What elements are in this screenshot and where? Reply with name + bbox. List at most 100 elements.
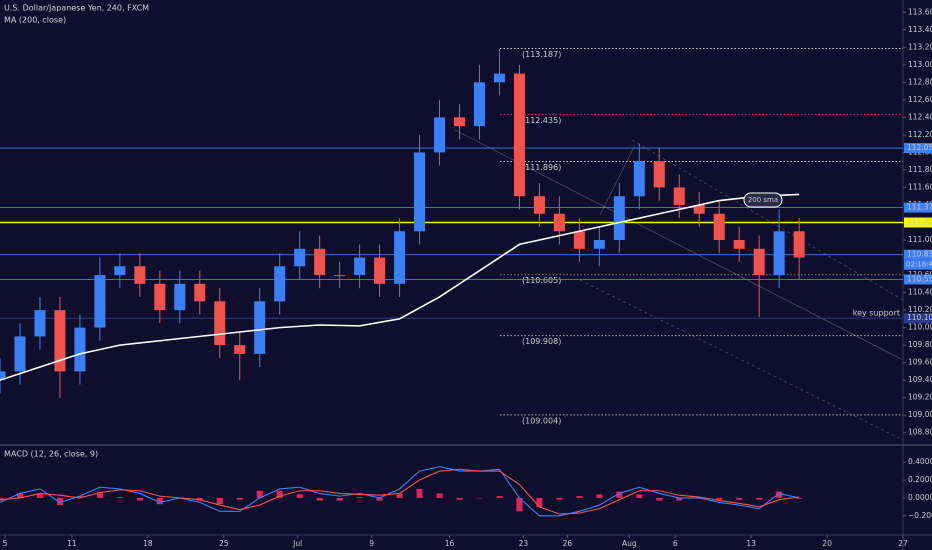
candle-body [254,301,266,354]
fib-label: (109.004) [522,416,561,425]
fib-label: (113.187) [522,50,561,59]
candle-body [94,275,106,328]
macd-histogram-bar [776,491,783,498]
macd-histogram-bar [596,494,603,498]
macd-histogram-bar [396,493,403,498]
candle-body [593,240,605,249]
level-label-box [904,217,932,228]
y-tick-label: 109.600 [908,358,932,367]
x-tick-label: 20 [822,539,832,548]
y-tick-label: 112.600 [908,95,932,104]
macd-line [0,468,800,515]
candle-body [434,117,446,153]
level-label-box [904,274,932,285]
candle-body [693,204,705,214]
y-tick-label: 109.400 [908,375,932,384]
macd-histogram-bar [736,497,743,500]
macd-histogram-bar [476,497,483,499]
candle-body [54,310,66,372]
macd-histogram-bar [456,497,463,500]
macd-histogram-bar [676,497,683,501]
level-label-box [904,202,932,213]
macd-title: MACD (12, 26, close, 9) [4,450,98,459]
candle-body [154,283,166,311]
candle-body [633,161,645,197]
candle-body [334,275,346,277]
macd-histogram-bar [516,497,523,512]
macd-histogram-bar [616,491,623,498]
macd-histogram-bar [416,488,423,498]
candle-body [374,257,386,284]
countdown: 02:18:46 [906,261,932,269]
macd-histogram-bar [296,494,303,498]
y-tick-label: 113.600 [908,7,932,16]
annotation-bubble [743,192,783,208]
macd-histogram-bar [536,497,543,507]
level-label: 110.832 [907,250,932,259]
y-tick-label: 112.400 [908,112,932,121]
y-tick-label: 113.000 [908,60,932,69]
macd-histogram-bar [276,490,283,498]
candle-body [0,371,6,381]
level-label: 111.200 [907,218,932,227]
macd-histogram-bar [496,496,503,498]
channel-line [599,144,636,216]
x-tick-label: 13 [746,539,756,548]
candle-body [533,196,545,214]
candle-body [34,310,46,337]
x-tick-label: 11 [67,539,77,548]
candle-body [673,187,685,205]
y-tick-label: 110.400 [908,288,932,297]
macd-histogram-bar [796,497,803,499]
x-tick-label: 18 [143,539,153,548]
candle-body [134,266,146,284]
candle-body [713,213,725,241]
candle-body [274,266,286,302]
candle-body [414,152,426,232]
y-tick-label: 109.200 [908,393,932,402]
candle-body [493,73,505,83]
y-tick-label: 112.200 [908,130,932,139]
y-tick-label: 109.800 [908,340,932,349]
macd-histogram-bar [96,492,103,498]
y-tick-label: 111.000 [908,235,932,244]
candle-body [394,231,406,284]
x-tick-label: 26 [563,539,573,548]
candle-body [14,336,26,372]
macd-histogram-bar [716,497,723,500]
channel-line [631,139,904,301]
candle-body [513,73,525,197]
macd-histogram-bar [376,497,383,501]
x-tick-label: 27 [898,539,908,548]
annotation: key support [853,309,900,318]
y-tick-label: −0.2000 [908,511,932,520]
y-tick-label: 111.600 [908,182,932,191]
candle-body [613,196,625,241]
y-tick-label: 113.400 [908,25,932,34]
macd-histogram-bar [316,497,323,501]
y-tick-label: 0.0000 [908,493,932,502]
macd-histogram-bar [356,497,363,498]
macd-histogram-bar [436,493,443,498]
x-tick-label: 23 [519,539,529,548]
macd-histogram-bar [576,496,583,498]
candle-body [354,257,366,276]
y-tick-label: 110.200 [908,305,932,314]
candle-body [553,213,565,232]
candle-body [294,248,306,267]
candle-body [793,231,805,258]
x-tick-label: 25 [219,539,229,548]
macd-histogram-bar [136,497,143,501]
candle-body [194,283,206,302]
fib-label: (112.435) [522,116,561,125]
candle-body [733,240,745,249]
channel-line [579,279,904,441]
macd-histogram-bar [156,497,163,505]
x-tick-label: 16 [445,539,455,548]
ma-line [0,193,800,381]
candle-body [573,231,585,249]
candle-body [214,301,226,346]
level-label: 110.107 [907,313,932,322]
channel-line [454,129,904,361]
